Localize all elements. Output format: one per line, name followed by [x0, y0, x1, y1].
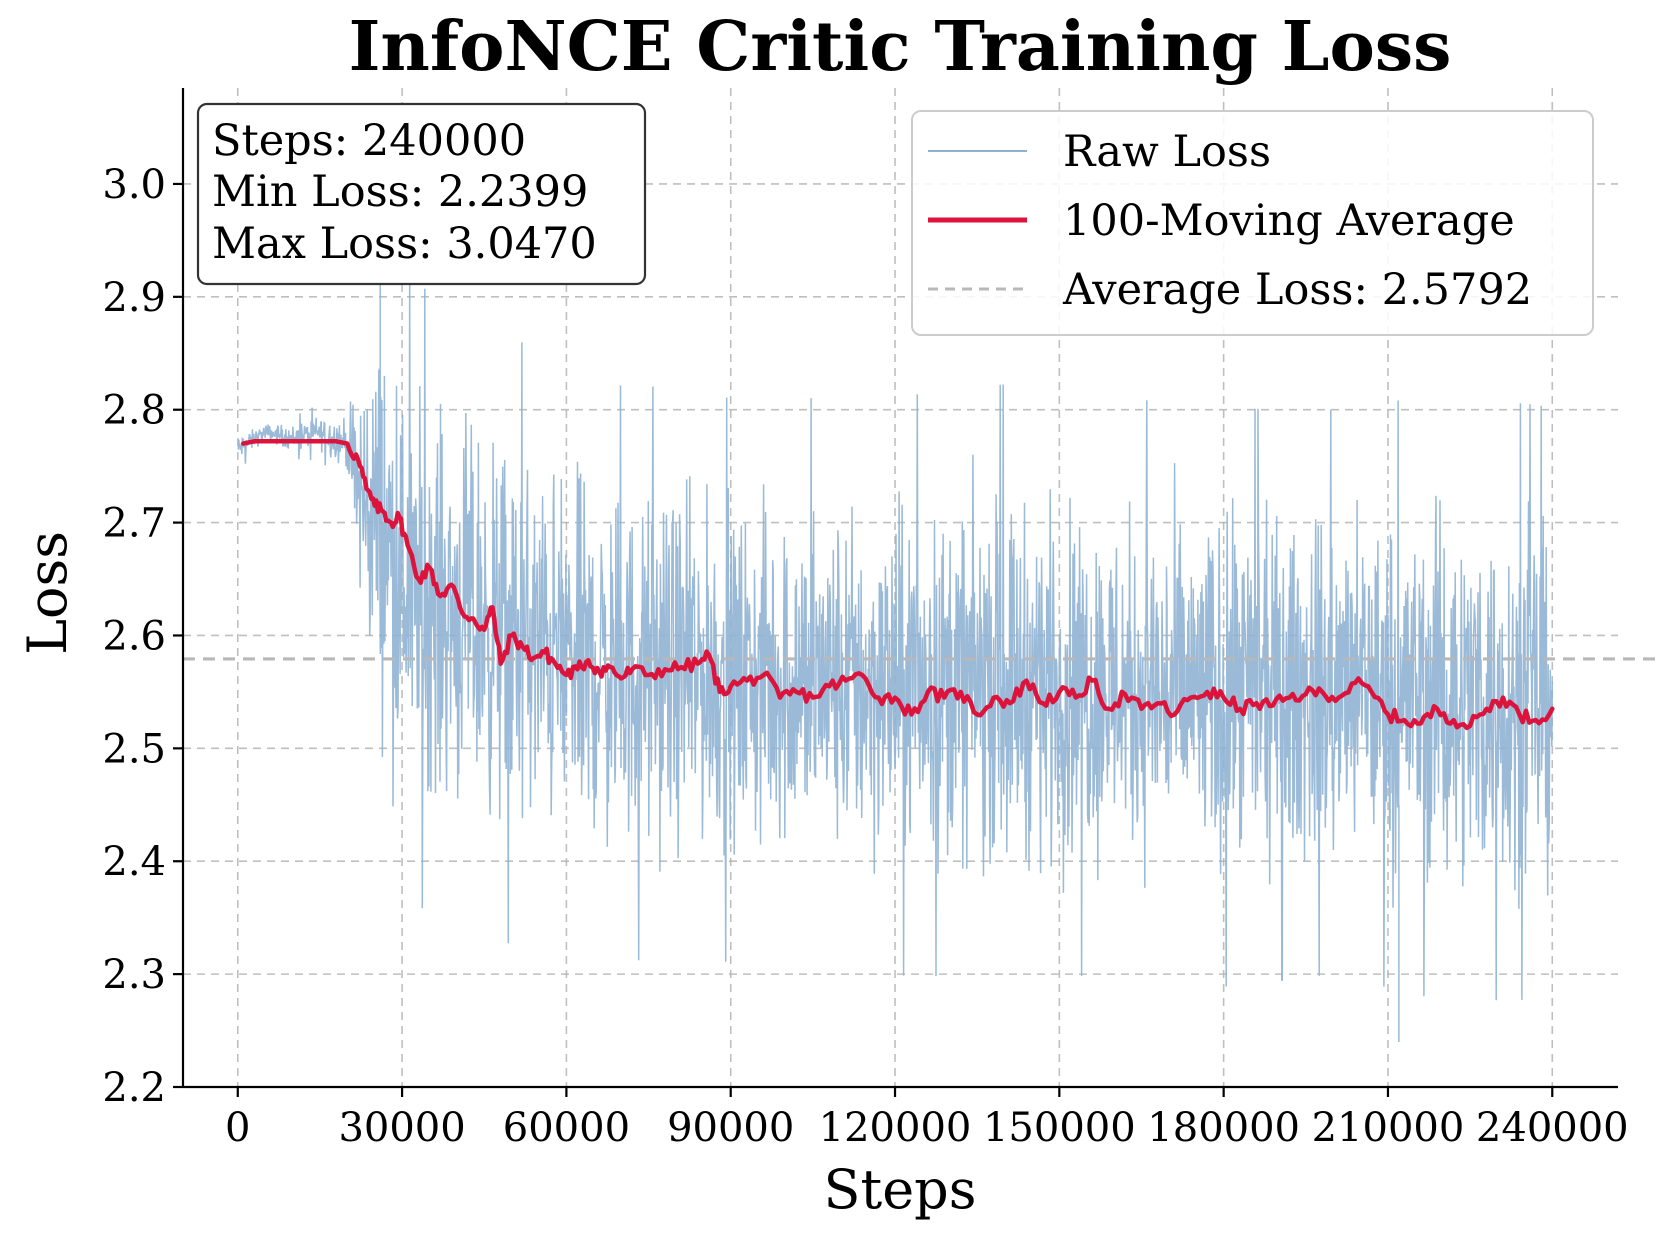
- y-tick-label: 2.8: [102, 388, 166, 434]
- y-tick-label: 2.3: [102, 952, 166, 998]
- x-tick-label: 240000: [1476, 1105, 1629, 1151]
- y-tick-label: 2.6: [102, 613, 166, 659]
- moving-average-series: [240, 439, 1555, 731]
- x-tick-label: 180000: [1147, 1105, 1300, 1151]
- x-tick-label: 0: [225, 1105, 250, 1151]
- x-tick-label: 210000: [1312, 1105, 1465, 1151]
- chart-title: InfoNCE Critic Training Loss: [349, 7, 1452, 87]
- legend-label-average-loss: Average Loss: 2.5792: [1062, 265, 1532, 315]
- y-tick-label: 2.5: [102, 726, 166, 772]
- x-tick-label: 30000: [338, 1105, 465, 1151]
- stats-max-loss: Max Loss: 3.0470: [212, 219, 597, 269]
- stats-steps: Steps: 240000: [212, 116, 526, 166]
- y-tick-label: 2.7: [102, 501, 166, 547]
- axes: [181, 88, 1618, 1089]
- x-ticks: 0 30000 60000 90000 120000 150000 180000 210000…: [225, 1087, 1629, 1151]
- y-ticks: 2.2 2.3 2.4 2.5 2.6 2.7 2.8 2.9 3.0: [102, 162, 183, 1111]
- y-tick-label: 2.2: [102, 1065, 166, 1111]
- x-axis-label: Steps: [824, 1158, 977, 1221]
- legend: Raw Loss 100-Moving Average Average Loss…: [911, 110, 1594, 336]
- legend-label-raw-loss: Raw Loss: [1063, 127, 1271, 177]
- stats-box: Steps: 240000 Min Loss: 2.2399 Max Loss:…: [196, 102, 647, 286]
- legend-frame: [911, 110, 1594, 336]
- stats-box-frame: [196, 102, 647, 286]
- y-axis-label: Loss: [16, 531, 79, 655]
- x-tick-label: 90000: [667, 1105, 794, 1151]
- moving-average-line: [240, 439, 1555, 731]
- y-tick-label: 2.9: [102, 275, 166, 321]
- x-tick-label: 120000: [819, 1105, 972, 1151]
- stats-min-loss: Min Loss: 2.2399: [212, 167, 588, 217]
- y-tick-label: 2.4: [102, 839, 166, 885]
- x-tick-label: 150000: [983, 1105, 1136, 1151]
- legend-label-moving-average: 100-Moving Average: [1063, 196, 1515, 246]
- y-tick-label: 3.0: [102, 162, 166, 208]
- x-tick-label: 60000: [503, 1105, 630, 1151]
